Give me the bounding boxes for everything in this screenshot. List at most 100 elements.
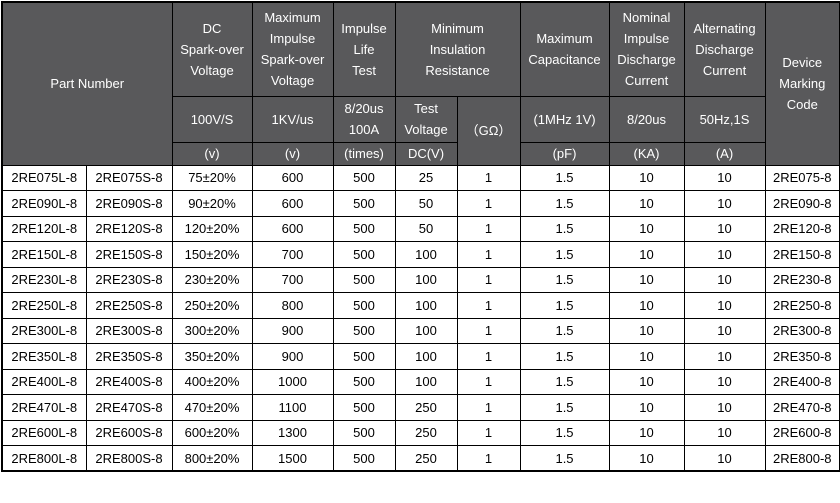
test-voltage-value: 250 — [394, 419, 458, 446]
test-voltage-value: 100 — [394, 317, 458, 344]
part-number-s: 2RE075S-8 — [85, 164, 173, 191]
dc-sparkover-value: 150±20% — [171, 241, 253, 268]
part-number-s: 2RE800S-8 — [85, 445, 173, 472]
part-number-s: 2RE350S-8 — [85, 343, 173, 370]
alternating-discharge-value: 10 — [683, 241, 766, 268]
table-row: 2RE150L-8 2RE150S-8 150±20% 700 500 100 1 1.5 10… — [1, 241, 840, 268]
impulse-sparkover-value: 900 — [251, 343, 334, 370]
header-row-conditions: 100V/S 1KV/us 8/20us 100A Test Voltage （… — [2, 95, 840, 166]
impulse-life-value: 500 — [332, 215, 396, 242]
capacitance-value: 1.5 — [519, 445, 610, 472]
insulation-value: 1 — [456, 419, 521, 446]
impulse-life-value: 500 — [332, 241, 396, 268]
capacitance-value: 1.5 — [519, 317, 610, 344]
part-number-l: 2RE230L-8 — [1, 266, 87, 293]
header-alternating-discharge-current: Alternating Discharge Current — [683, 1, 766, 97]
dc-sparkover-value: 120±20% — [171, 215, 253, 242]
impulse-sparkover-value: 600 — [251, 190, 334, 217]
marking-code-value: 2RE250-8 — [764, 292, 840, 319]
table-row: 2RE300L-8 2RE300S-8 300±20% 900 500 100 1 1.5 10… — [1, 317, 840, 344]
nominal-discharge-value: 10 — [608, 343, 685, 370]
impulse-sparkover-value: 700 — [251, 241, 334, 268]
alternating-discharge-value: 10 — [683, 394, 766, 421]
impulse-sparkover-value: 1500 — [251, 445, 334, 472]
header-impulse-life-condition: 8/20us 100A — [332, 95, 396, 143]
header-device-marking-code: Device Marking Code — [764, 1, 840, 166]
dc-sparkover-value: 600±20% — [171, 419, 253, 446]
spec-table: Part Number DC Spark-over Voltage Maximu… — [1, 1, 840, 472]
nominal-discharge-value: 10 — [608, 317, 685, 344]
nominal-discharge-value: 10 — [608, 368, 685, 395]
nominal-discharge-value: 10 — [608, 164, 685, 191]
alternating-discharge-value: 10 — [683, 368, 766, 395]
impulse-life-value: 500 — [332, 419, 396, 446]
marking-code-value: 2RE150-8 — [764, 241, 840, 268]
nominal-discharge-value: 10 — [608, 266, 685, 293]
test-voltage-value: 100 — [394, 241, 458, 268]
impulse-sparkover-value: 1100 — [251, 394, 334, 421]
header-impulse-life-unit: (times) — [332, 141, 396, 166]
part-number-l: 2RE470L-8 — [1, 394, 87, 421]
insulation-value: 1 — [456, 445, 521, 472]
alternating-discharge-value: 10 — [683, 445, 766, 472]
impulse-life-value: 500 — [332, 394, 396, 421]
header-row-titles: Part Number DC Spark-over Voltage Maximu… — [1, 1, 840, 166]
capacitance-value: 1.5 — [519, 292, 610, 319]
part-number-l: 2RE350L-8 — [1, 343, 87, 370]
header-row-units: (v) (v) (times) DC(V) (pF) (KA) (A) — [2, 141, 840, 166]
capacitance-value: 1.5 — [519, 266, 610, 293]
marking-code-value: 2RE300-8 — [764, 317, 840, 344]
impulse-life-value: 500 — [332, 190, 396, 217]
insulation-value: 1 — [456, 241, 521, 268]
capacitance-value: 1.5 — [519, 419, 610, 446]
alternating-discharge-value: 10 — [683, 215, 766, 242]
insulation-value: 1 — [456, 215, 521, 242]
test-voltage-value: 50 — [394, 215, 458, 242]
test-voltage-value: 100 — [394, 343, 458, 370]
nominal-discharge-value: 10 — [608, 419, 685, 446]
marking-code-value: 2RE600-8 — [764, 419, 840, 446]
part-number-l: 2RE600L-8 — [1, 419, 87, 446]
marking-code-value: 2RE400-8 — [764, 368, 840, 395]
nominal-discharge-value: 10 — [608, 190, 685, 217]
part-number-s: 2RE230S-8 — [85, 266, 173, 293]
impulse-life-value: 500 — [332, 445, 396, 472]
test-voltage-value: 100 — [394, 292, 458, 319]
nominal-discharge-value: 10 — [608, 215, 685, 242]
dc-sparkover-value: 300±20% — [171, 317, 253, 344]
insulation-value: 1 — [456, 394, 521, 421]
part-number-l: 2RE120L-8 — [1, 215, 87, 242]
impulse-life-value: 500 — [332, 368, 396, 395]
dc-sparkover-value: 75±20% — [171, 164, 253, 191]
capacitance-value: 1.5 — [519, 190, 610, 217]
header-nominal-discharge-condition: 8/20us — [608, 95, 685, 143]
table-row: 2RE600L-8 2RE600S-8 600±20% 1300 500 250 1 1.5 1… — [1, 419, 840, 446]
part-number-l: 2RE090L-8 — [1, 190, 87, 217]
part-number-s: 2RE470S-8 — [85, 394, 173, 421]
header-dc-sparkover-unit: (v) — [171, 141, 253, 166]
table-row: 2RE230L-8 2RE230S-8 230±20% 700 500 100 1 1.5 10… — [1, 266, 840, 293]
capacitance-value: 1.5 — [519, 368, 610, 395]
marking-code-value: 2RE090-8 — [764, 190, 840, 217]
dc-sparkover-value: 230±20% — [171, 266, 253, 293]
impulse-sparkover-value: 600 — [251, 164, 334, 191]
marking-code-value: 2RE075-8 — [764, 164, 840, 191]
part-number-s: 2RE250S-8 — [85, 292, 173, 319]
alternating-discharge-value: 10 — [683, 292, 766, 319]
marking-code-value: 2RE120-8 — [764, 215, 840, 242]
part-number-l: 2RE400L-8 — [1, 368, 87, 395]
dc-sparkover-value: 250±20% — [171, 292, 253, 319]
header-impulse-sparkover-condition: 1KV/us — [251, 95, 334, 143]
table-row: 2RE400L-8 2RE400S-8 400±20% 1000 500 100 1 1.5 1… — [1, 368, 840, 395]
nominal-discharge-value: 10 — [608, 394, 685, 421]
header-max-capacitance: Maximum Capacitance — [519, 1, 610, 97]
header-dc-sparkover-condition: 100V/S — [171, 95, 253, 143]
header-capacitance-condition: (1MHz 1V) — [519, 95, 610, 143]
header-max-impulse-sparkover-voltage: Maximum Impulse Spark-over Voltage — [251, 1, 334, 97]
insulation-value: 1 — [456, 368, 521, 395]
table-row: 2RE120L-8 2RE120S-8 120±20% 600 500 50 1 1.5 10 1… — [1, 215, 840, 242]
insulation-value: 1 — [456, 266, 521, 293]
test-voltage-value: 25 — [394, 164, 458, 191]
header-test-voltage: Test Voltage — [394, 95, 458, 143]
alternating-discharge-value: 10 — [683, 266, 766, 293]
